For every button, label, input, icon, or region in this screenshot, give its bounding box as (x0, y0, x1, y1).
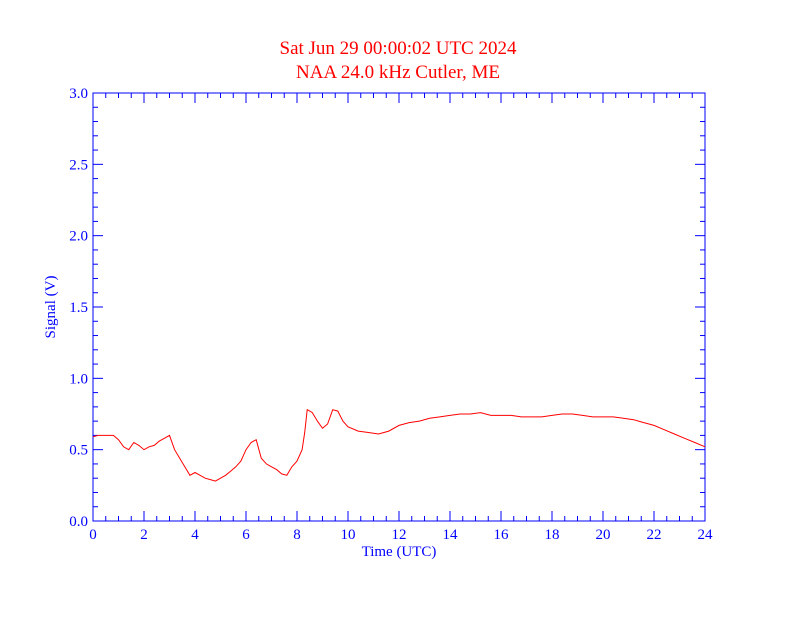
y-tick-label: 2.5 (69, 157, 88, 173)
y-tick-label: 0.0 (69, 514, 88, 530)
chart-title: Sat Jun 29 00:00:02 UTC 2024 (280, 38, 517, 59)
plot-frame (92, 92, 706, 522)
chart-subtitle: NAA 24.0 kHz Cutler, ME (296, 62, 500, 83)
y-tick-label: 1.0 (69, 371, 88, 387)
y-tick-label: 1.5 (69, 300, 88, 316)
x-tick-label: 20 (596, 527, 611, 543)
x-tick-label: 18 (545, 527, 560, 543)
series-line-signal (92, 408, 706, 482)
x-tick-label: 6 (242, 527, 250, 543)
x-tick-label: 4 (191, 527, 199, 543)
x-tick-label: 12 (392, 527, 407, 543)
x-tick-label: 2 (140, 527, 148, 543)
x-tick-label: 10 (341, 527, 356, 543)
y-tick-label: 0.5 (69, 443, 88, 459)
x-tick-label: 22 (647, 527, 662, 543)
y-tick-label: 2.0 (69, 229, 88, 245)
x-tick-label: 8 (293, 527, 301, 543)
y-tick-label: 3.0 (69, 86, 88, 102)
y-axis: 0.0 0.5 1.0 1.5 2.0 2.5 3.0 (69, 86, 705, 530)
y-axis-label: Signal (V) (43, 276, 59, 339)
x-tick-label: 0 (89, 527, 97, 543)
x-axis: 0 2 4 6 8 10 12 14 16 18 20 22 24 (89, 93, 713, 543)
x-tick-label: 24 (698, 527, 714, 543)
x-tick-label: 14 (443, 527, 459, 543)
x-tick-label: 16 (494, 527, 510, 543)
x-axis-label: Time (UTC) (362, 544, 437, 560)
